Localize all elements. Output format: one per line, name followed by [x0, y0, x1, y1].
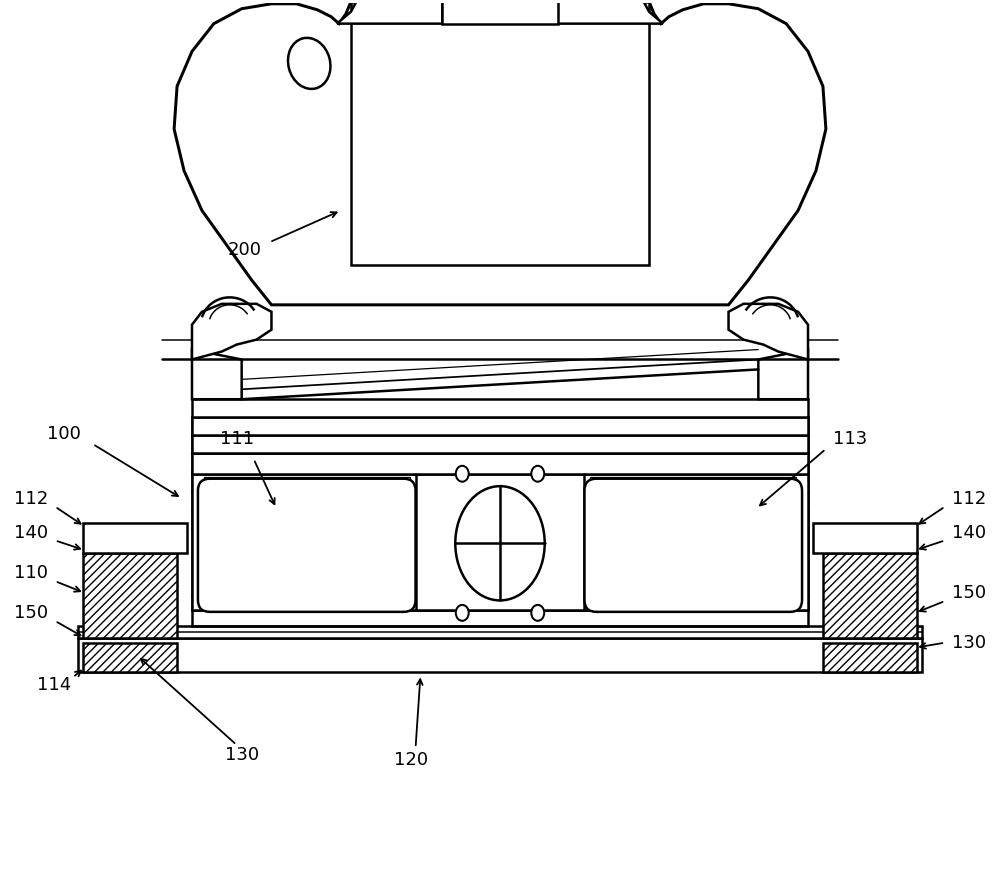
Bar — [192, 471, 808, 491]
Ellipse shape — [456, 466, 469, 481]
Bar — [192, 453, 808, 474]
Text: 140: 140 — [14, 524, 48, 542]
Text: 150: 150 — [14, 604, 48, 622]
Bar — [78, 626, 922, 638]
Polygon shape — [558, 0, 663, 23]
Bar — [192, 435, 808, 453]
Bar — [78, 638, 922, 673]
Bar — [192, 491, 808, 510]
Bar — [590, 477, 796, 488]
Bar — [192, 610, 808, 626]
Ellipse shape — [455, 486, 545, 600]
Bar — [192, 510, 808, 528]
Polygon shape — [729, 304, 808, 360]
Bar — [192, 453, 808, 471]
Text: 130: 130 — [225, 746, 259, 764]
FancyBboxPatch shape — [584, 479, 802, 612]
Polygon shape — [337, 0, 442, 23]
Text: 110: 110 — [14, 564, 48, 582]
Bar — [83, 523, 187, 554]
Text: 200: 200 — [228, 242, 262, 259]
Bar — [83, 554, 177, 638]
Ellipse shape — [531, 605, 544, 620]
Text: 112: 112 — [952, 489, 986, 507]
Text: 113: 113 — [833, 430, 867, 448]
Bar — [351, 2, 649, 265]
Text: 111: 111 — [220, 430, 254, 448]
Polygon shape — [192, 304, 271, 360]
Text: 150: 150 — [952, 584, 986, 602]
Polygon shape — [174, 0, 826, 305]
Text: 100: 100 — [47, 425, 81, 443]
Bar — [192, 399, 808, 417]
Bar — [192, 596, 808, 610]
Bar — [823, 643, 917, 673]
Ellipse shape — [288, 38, 330, 89]
Bar — [83, 643, 177, 673]
Ellipse shape — [456, 605, 469, 620]
Bar — [192, 417, 808, 435]
Text: 112: 112 — [14, 489, 48, 507]
Polygon shape — [758, 349, 808, 399]
Text: 140: 140 — [952, 524, 986, 542]
Bar — [192, 474, 808, 610]
FancyBboxPatch shape — [198, 479, 416, 612]
Text: 114: 114 — [37, 676, 71, 694]
Bar — [192, 417, 808, 435]
Bar — [813, 523, 917, 554]
Bar — [823, 554, 917, 638]
Bar — [442, 0, 558, 23]
Ellipse shape — [531, 466, 544, 481]
Text: 120: 120 — [394, 751, 428, 769]
Bar — [204, 477, 410, 488]
Polygon shape — [192, 349, 242, 399]
Bar — [192, 435, 808, 453]
Text: 130: 130 — [952, 634, 986, 652]
Bar — [192, 528, 808, 596]
